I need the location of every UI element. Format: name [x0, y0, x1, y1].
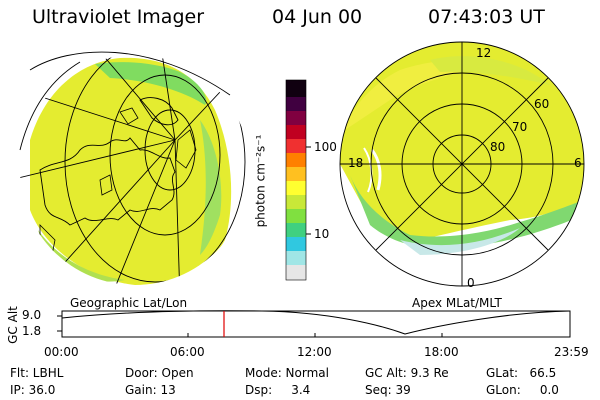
- glat-value: GLat: 66.5: [486, 366, 557, 380]
- gc-alt-value: GC Alt: 9.3 Re: [365, 366, 449, 380]
- mlt-6-label: 6: [574, 156, 582, 170]
- flt-value: Flt: LBHL: [10, 366, 64, 380]
- colorbar-unit-label: photon cm⁻²s⁻¹: [253, 134, 268, 228]
- timeline-axis-label: GC Alt: [5, 306, 20, 344]
- glon-value: GLon: 0.0: [486, 383, 559, 397]
- apex-panel-label: Apex MLat/MLT: [412, 296, 502, 310]
- timeline-tick-0000: 00:00: [44, 345, 79, 359]
- door-value: Door: Open: [125, 366, 194, 380]
- polar-image: [339, 41, 585, 287]
- timeline-tick-2359: 23:59: [554, 345, 589, 359]
- ip-value: IP: 36.0: [10, 383, 56, 397]
- geographic-image: [19, 51, 250, 285]
- timeline-tick-1800: 18:00: [424, 345, 459, 359]
- colorbar-tick-100: 100: [314, 140, 337, 154]
- mlt-0-label: 0: [467, 276, 475, 290]
- lat-70-label: 70: [512, 120, 528, 134]
- seq-value: Seq: 39: [365, 383, 411, 397]
- mlt-12-label: 12: [476, 46, 492, 60]
- mode-value: Mode: Normal: [245, 366, 329, 380]
- timeline-y-top: 9.0: [22, 308, 42, 322]
- instrument-title: Ultraviolet Imager: [32, 6, 205, 28]
- mlt-18-label: 18: [348, 156, 364, 170]
- dsp-value: Dsp: 3.4: [245, 383, 311, 397]
- timeline-tick-0600: 06:00: [170, 345, 205, 359]
- colorbar-tick-10: 10: [314, 227, 330, 241]
- lat-80-label: 80: [490, 140, 506, 154]
- timeline-y-bottom: 1.8: [22, 324, 42, 338]
- date-label: 04 Jun 00: [272, 6, 363, 28]
- gain-value: Gain: 13: [125, 383, 176, 397]
- time-label: 07:43:03 UT: [428, 6, 545, 28]
- timeline-tick-1200: 12:00: [297, 345, 332, 359]
- lat-60-label: 60: [534, 97, 550, 111]
- altitude-timeline: [57, 310, 571, 338]
- colorbar: [285, 79, 311, 281]
- geographic-panel-label: Geographic Lat/Lon: [70, 296, 188, 310]
